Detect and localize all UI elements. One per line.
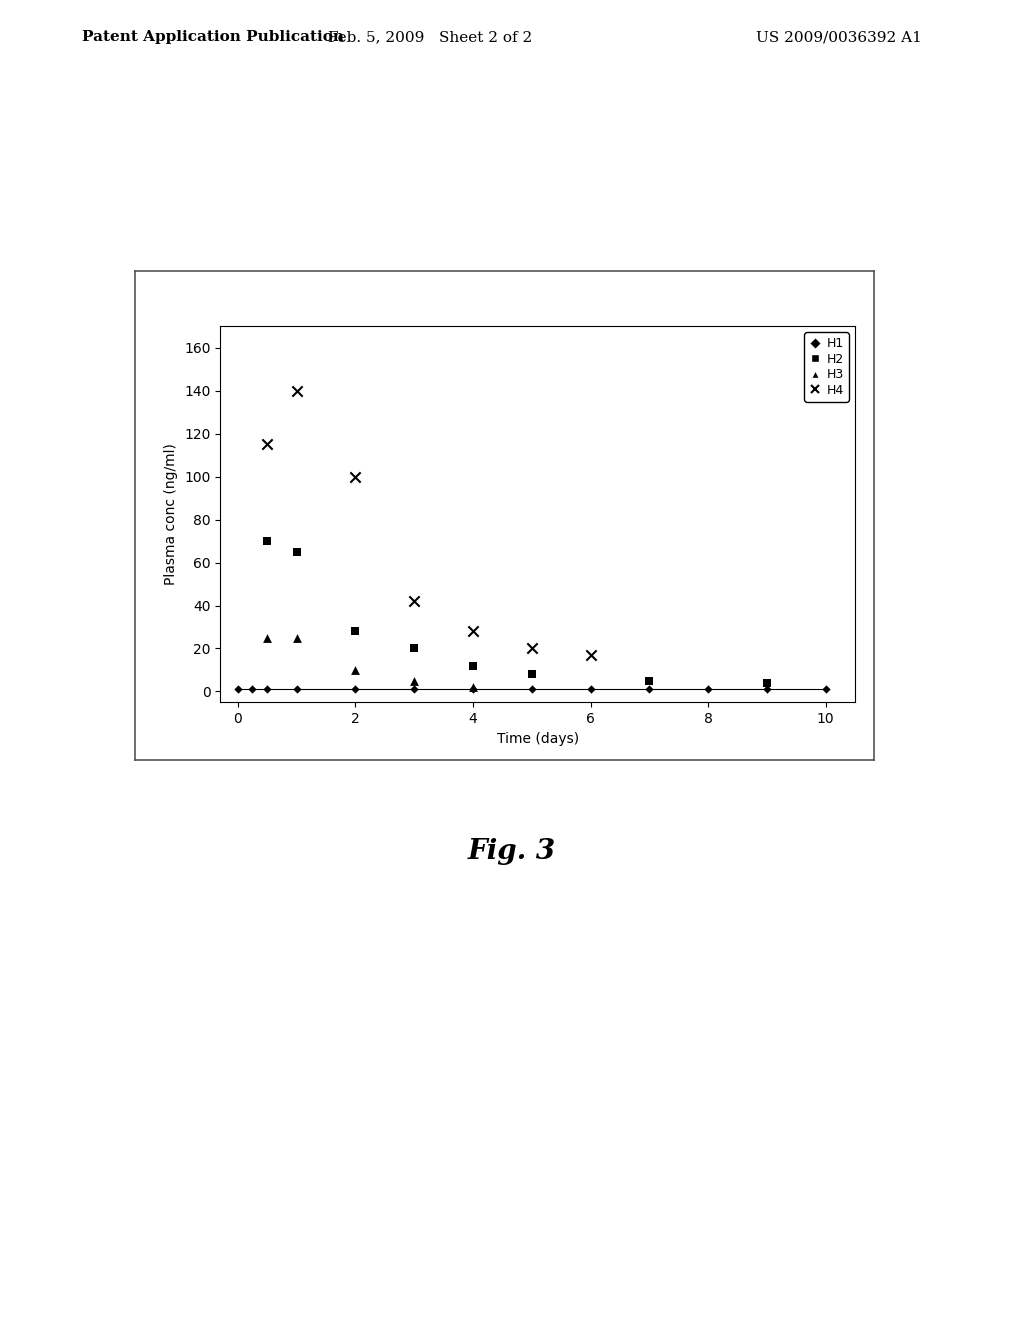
Point xyxy=(245,678,261,700)
Point xyxy=(465,678,481,700)
Point xyxy=(289,627,305,648)
Point xyxy=(759,678,775,700)
Point xyxy=(347,620,364,642)
Point xyxy=(289,380,305,401)
Text: Feb. 5, 2009   Sheet 2 of 2: Feb. 5, 2009 Sheet 2 of 2 xyxy=(328,30,532,45)
Point xyxy=(817,678,834,700)
Text: US 2009/0036392 A1: US 2009/0036392 A1 xyxy=(756,30,922,45)
Point xyxy=(523,638,540,659)
Point xyxy=(406,678,422,700)
Point xyxy=(641,671,657,692)
Point xyxy=(465,620,481,642)
Point xyxy=(583,678,599,700)
Point xyxy=(699,678,716,700)
Point xyxy=(347,678,364,700)
Point xyxy=(259,434,275,455)
Point xyxy=(641,678,657,700)
Text: Patent Application Publication: Patent Application Publication xyxy=(82,30,344,45)
Point xyxy=(523,678,540,700)
Point xyxy=(406,638,422,659)
Point xyxy=(523,664,540,685)
Point xyxy=(465,655,481,676)
Point xyxy=(229,678,246,700)
Point xyxy=(759,672,775,693)
Text: Fig. 3: Fig. 3 xyxy=(468,838,556,865)
Legend: H1, H2, H3, H4: H1, H2, H3, H4 xyxy=(804,333,849,401)
Point xyxy=(259,531,275,552)
Point xyxy=(289,678,305,700)
Point xyxy=(259,678,275,700)
Point xyxy=(406,671,422,692)
Point xyxy=(406,590,422,611)
Y-axis label: Plasma conc (ng/ml): Plasma conc (ng/ml) xyxy=(165,444,178,585)
Point xyxy=(583,644,599,665)
Point xyxy=(289,541,305,562)
Point xyxy=(347,660,364,681)
X-axis label: Time (days): Time (days) xyxy=(497,731,579,746)
Point xyxy=(465,677,481,698)
Point xyxy=(347,466,364,487)
Point xyxy=(259,627,275,648)
